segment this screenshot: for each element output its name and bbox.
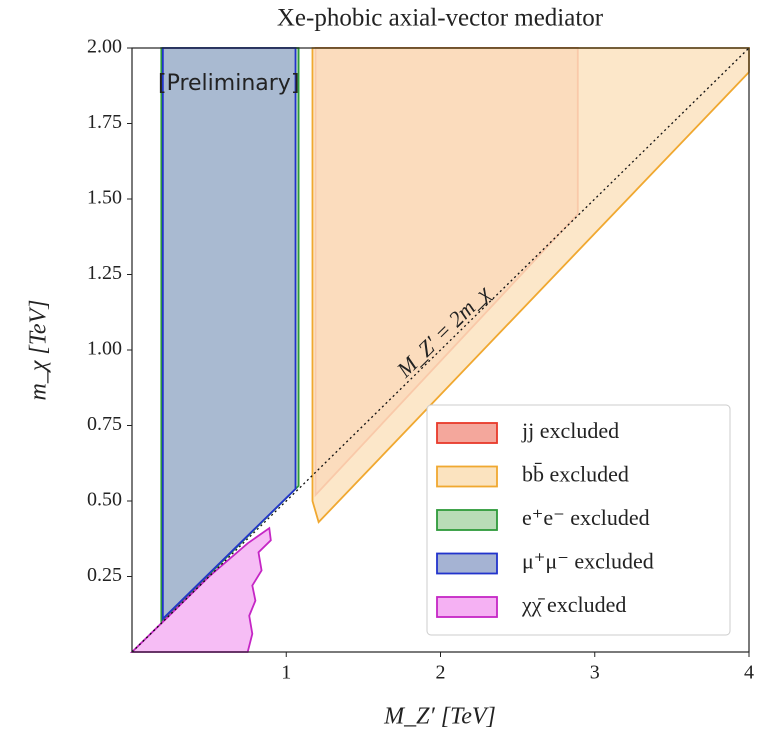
y-tick-label: 0.75 (87, 413, 122, 435)
exclusion-region (161, 47, 297, 621)
y-axis-label: m_χ [TeV] (26, 299, 52, 400)
legend-swatch (436, 596, 498, 618)
y-tick-label: 0.50 (87, 489, 122, 511)
y-tick-label: 1.50 (87, 187, 122, 209)
y-tick-label: 1.75 (87, 111, 122, 133)
x-tick-label: 1 (281, 662, 291, 684)
reference-line (131, 47, 750, 653)
legend-label: bb̄ excluded (522, 462, 629, 487)
y-tick-label: 1.25 (87, 262, 122, 284)
annotation: [Preliminary] (158, 71, 299, 96)
legend-label: jj excluded (521, 418, 619, 443)
legend-label: μ⁺μ⁻ excluded (522, 549, 654, 574)
legend-swatch (436, 552, 498, 575)
x-axis-label: M_Z′ [TeV] (383, 704, 496, 730)
y-tick-label: 1.00 (87, 338, 122, 360)
legend-swatch (436, 509, 498, 531)
y-tick-label: 0.25 (87, 564, 122, 586)
legend-label: e⁺e⁻ excluded (522, 505, 650, 530)
y-tick-label: 2.00 (87, 36, 122, 58)
x-tick-label: 3 (590, 662, 600, 684)
chart-title: Xe-phobic axial-vector mediator (277, 5, 604, 32)
legend-label: χχ̄ excluded (521, 592, 626, 617)
x-tick-label: 2 (436, 662, 446, 684)
legend-swatch (436, 465, 498, 488)
x-tick-label: 4 (744, 662, 754, 684)
legend-swatch (436, 422, 498, 444)
legend-box (426, 404, 731, 636)
